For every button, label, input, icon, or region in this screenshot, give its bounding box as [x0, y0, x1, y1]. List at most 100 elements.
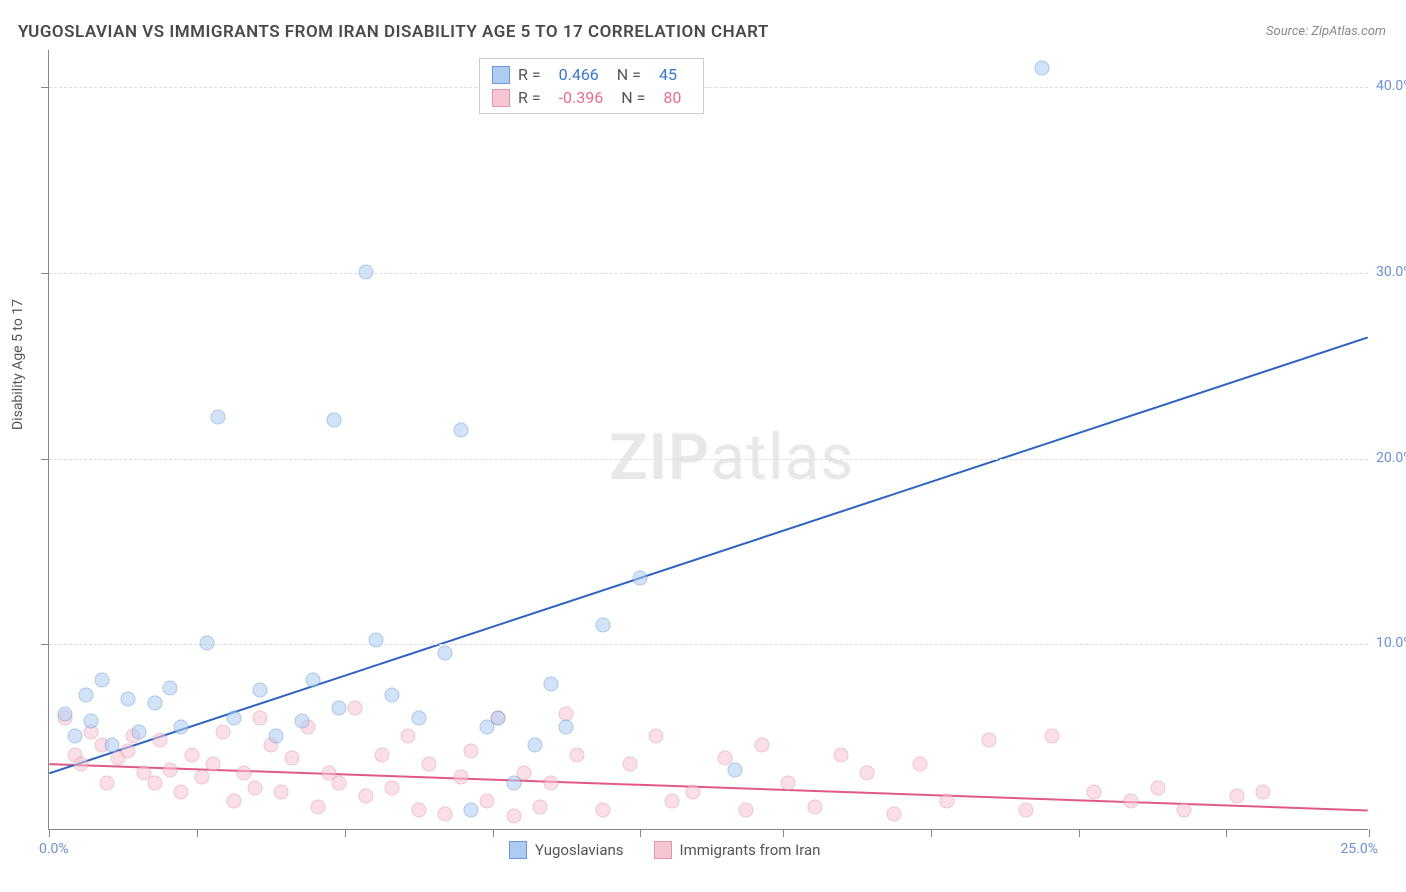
- y-tick-label: 30.0%: [1376, 264, 1406, 280]
- iran-point: [401, 729, 416, 744]
- x-tick: [931, 829, 932, 837]
- iran-point: [506, 809, 521, 824]
- iran-point: [73, 757, 88, 772]
- yugoslavians-point: [464, 803, 479, 818]
- n-label: N =: [617, 65, 641, 84]
- source-attribution: Source: ZipAtlas.com: [1266, 24, 1386, 39]
- iran-point: [480, 794, 495, 809]
- y-tick-label: 40.0%: [1376, 78, 1406, 94]
- legend-row-iran: R = -0.396 N = 80: [492, 86, 691, 109]
- iran-point: [738, 803, 753, 818]
- iran-point: [596, 803, 611, 818]
- yugoslavians-point: [253, 682, 268, 697]
- y-tick: [41, 87, 49, 88]
- iran-point: [533, 799, 548, 814]
- gridline: [49, 644, 1368, 645]
- yugoslavians-point: [543, 677, 558, 692]
- y-tick-label: 10.0%: [1376, 635, 1406, 651]
- yugoslavians-point: [438, 645, 453, 660]
- chart-title: YUGOSLAVIAN VS IMMIGRANTS FROM IRAN DISA…: [18, 22, 769, 42]
- iran-point: [332, 775, 347, 790]
- x-tick-max: 25.0%: [1340, 841, 1378, 857]
- yugoslavians-point: [490, 710, 505, 725]
- iran-point: [253, 710, 268, 725]
- iran-point: [195, 770, 210, 785]
- x-tick-min: 0.0%: [39, 841, 69, 857]
- iran-point: [152, 732, 167, 747]
- yugoslavians-point: [559, 719, 574, 734]
- yugoslavians-point: [728, 762, 743, 777]
- x-tick: [640, 829, 641, 837]
- yugoslavians-point: [633, 571, 648, 586]
- yugoslavians-point: [306, 673, 321, 688]
- yugoslavians-point: [358, 264, 373, 279]
- yugoslavians-point: [68, 729, 83, 744]
- iran-point: [311, 799, 326, 814]
- r-label: R =: [518, 88, 541, 107]
- yugoslavians-point: [506, 775, 521, 790]
- iran-point: [1150, 781, 1165, 796]
- chart-plot-area: ZIPatlas 10.0%20.0%30.0%40.0% R = 0.466 …: [48, 50, 1368, 830]
- iran-point: [1087, 784, 1102, 799]
- legend-item-yugoslavians: Yugoslavians: [509, 841, 624, 859]
- legend-item-iran: Immigrants from Iran: [654, 841, 821, 859]
- iran-point: [205, 757, 220, 772]
- n-label: N =: [621, 88, 645, 107]
- yugoslavians-point: [385, 688, 400, 703]
- swatch-pink: [654, 841, 672, 859]
- y-tick: [41, 459, 49, 460]
- iran-point: [622, 757, 637, 772]
- x-tick: [1226, 829, 1227, 837]
- yugoslavians-point: [210, 409, 225, 424]
- iran-point: [374, 747, 389, 762]
- y-tick: [41, 644, 49, 645]
- yugoslavians-point: [269, 729, 284, 744]
- yugoslavians-point: [527, 738, 542, 753]
- iran-point: [174, 784, 189, 799]
- yugoslavians-point: [596, 617, 611, 632]
- iran-point: [348, 701, 363, 716]
- correlation-legend: R = 0.466 N = 45 R = -0.396 N = 80: [479, 58, 704, 114]
- legend-row-yugoslavians: R = 0.466 N = 45: [492, 63, 691, 86]
- yugoslavians-point: [295, 714, 310, 729]
- iran-point: [649, 729, 664, 744]
- iran-point: [422, 757, 437, 772]
- iran-point: [834, 747, 849, 762]
- yugoslavians-point: [94, 673, 109, 688]
- x-tick: [197, 829, 198, 837]
- trend-line: [49, 337, 1367, 773]
- yugoslavians-point: [1034, 60, 1049, 75]
- gridline: [49, 459, 1368, 460]
- iran-point: [237, 766, 252, 781]
- y-axis-label: Disability Age 5 to 17: [10, 299, 26, 430]
- iran-point: [1230, 788, 1245, 803]
- iran-point: [939, 794, 954, 809]
- iran-point: [1256, 784, 1271, 799]
- iran-point: [216, 725, 231, 740]
- yugoslavians-point: [200, 636, 215, 651]
- yugoslavians-point: [131, 725, 146, 740]
- iran-point: [886, 807, 901, 822]
- iran-point: [807, 799, 822, 814]
- iran-point: [686, 784, 701, 799]
- yugoslavians-point: [453, 422, 468, 437]
- yugoslavians-point: [163, 680, 178, 695]
- iran-point: [860, 766, 875, 781]
- r-value-blue: 0.466: [559, 65, 599, 84]
- iran-point: [385, 781, 400, 796]
- trend-lines-svg: [49, 50, 1368, 829]
- yugoslavians-point: [369, 632, 384, 647]
- iran-point: [1018, 803, 1033, 818]
- yugoslavians-point: [105, 738, 120, 753]
- legend-label-iran: Immigrants from Iran: [680, 841, 821, 859]
- x-tick: [49, 829, 50, 837]
- iran-point: [184, 747, 199, 762]
- iran-point: [754, 738, 769, 753]
- iran-point: [163, 762, 178, 777]
- r-value-pink: -0.396: [559, 88, 604, 107]
- iran-point: [226, 794, 241, 809]
- yugoslavians-point: [57, 706, 72, 721]
- x-tick: [1079, 829, 1080, 837]
- iran-point: [100, 775, 115, 790]
- yugoslavians-point: [332, 701, 347, 716]
